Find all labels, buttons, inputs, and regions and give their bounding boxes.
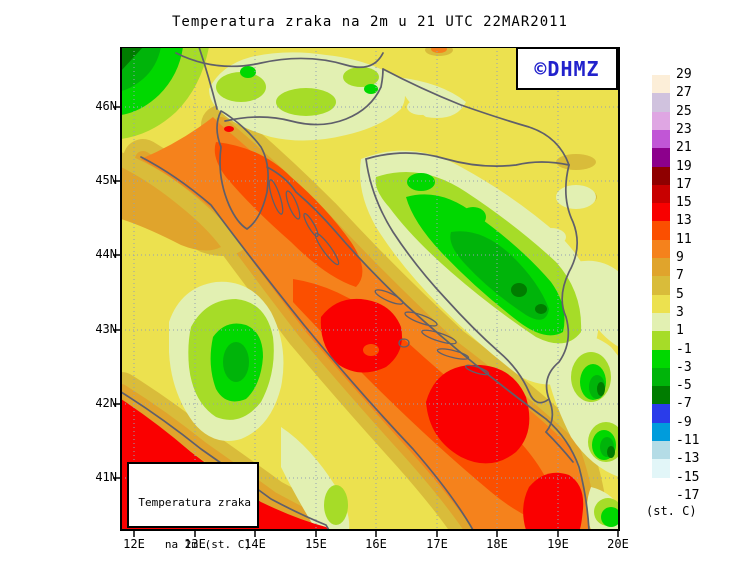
colorbar-label: 5 xyxy=(676,286,684,302)
colorbar-box xyxy=(652,312,670,332)
x-tick-label: 13E xyxy=(184,537,206,551)
colorbar-box xyxy=(652,404,670,424)
colorbar-label: -9 xyxy=(676,414,692,430)
colorbar-label: 3 xyxy=(676,304,684,320)
colorbar-label: 23 xyxy=(676,121,692,137)
colorbar-box xyxy=(652,294,670,314)
plot-frame xyxy=(120,47,620,531)
colorbar-label: 29 xyxy=(676,67,692,82)
colorbar-label: 27 xyxy=(676,85,692,101)
x-tick-label: 17E xyxy=(426,537,448,551)
x-tick-label: 18E xyxy=(486,537,508,551)
colorbar-label: -5 xyxy=(676,378,692,394)
colorbar-label: -17 xyxy=(676,487,700,503)
y-tick-label: 41N xyxy=(95,470,117,484)
colorbar-box xyxy=(652,349,670,369)
y-tick-label: 42N xyxy=(95,396,117,410)
colorbar-label: -7 xyxy=(676,396,692,412)
y-tick-label: 46N xyxy=(95,99,117,113)
x-tick-label: 16E xyxy=(365,537,387,551)
colorbar-label: 11 xyxy=(676,231,692,247)
colorbar-unit-label: (st. C) xyxy=(646,503,697,518)
colorbar-label: -3 xyxy=(676,359,692,375)
x-tick-label: 20E xyxy=(607,537,629,551)
colorbar-box xyxy=(652,203,670,223)
colorbar-box xyxy=(652,75,670,94)
info-line: start 00z21mar2011 xyxy=(129,580,251,582)
y-tick-label: 44N xyxy=(95,247,117,261)
colorbar-box xyxy=(652,93,670,113)
colorbar-label: 13 xyxy=(676,213,692,229)
info-line: na 2m (st. C) xyxy=(164,538,251,551)
dhmz-logo-text: ©DHMZ xyxy=(534,56,600,81)
colorbar-label: 15 xyxy=(676,195,692,211)
colorbar-box xyxy=(652,441,670,460)
cold-regions xyxy=(121,47,619,530)
colorbar-label: 19 xyxy=(676,158,692,174)
colorbar-label: 9 xyxy=(676,250,684,265)
axis-ticks xyxy=(113,106,619,537)
colorbar-box xyxy=(652,239,670,259)
colorbar-label: 1 xyxy=(676,323,684,339)
run-info-box: Temperatura zraka na 2m (st. C) start 00… xyxy=(127,462,259,582)
x-tick-label: 14E xyxy=(244,537,266,551)
colorbar-box xyxy=(652,221,670,241)
info-line: Temperatura zraka xyxy=(138,496,251,509)
x-tick-label: 12E xyxy=(123,537,145,551)
colorbar-label: 21 xyxy=(676,140,692,156)
temperature-field xyxy=(121,47,619,530)
y-tick-label: 43N xyxy=(95,322,117,336)
colorbar-label: 25 xyxy=(676,103,692,119)
colorbar-box xyxy=(652,276,670,296)
colorbar-box xyxy=(652,331,670,351)
colorbar-box xyxy=(652,367,670,387)
grid-lines xyxy=(121,47,619,530)
y-tick-label: 45N xyxy=(95,173,117,187)
colorbar-label: -13 xyxy=(676,451,700,467)
colorbar-box xyxy=(652,258,670,277)
colorbar-label: -1 xyxy=(676,341,692,357)
colorbar-box xyxy=(652,129,670,149)
colorbar-box xyxy=(652,459,670,479)
colorbar-label: -15 xyxy=(676,469,700,485)
x-tick-label: 19E xyxy=(547,537,569,551)
colorbar-box xyxy=(652,111,670,131)
colorbar-box xyxy=(652,386,670,406)
colorbar-label: 7 xyxy=(676,268,684,284)
colorbar-label: -11 xyxy=(676,433,700,448)
colorbar-box xyxy=(652,184,670,204)
colorbar-box xyxy=(652,477,670,497)
x-tick-label: 15E xyxy=(305,537,327,551)
dhmz-logo-box: ©DHMZ xyxy=(516,47,618,90)
colorbar-box xyxy=(652,422,670,442)
colorbar-box xyxy=(652,166,670,186)
colorbar-box xyxy=(652,148,670,168)
colorbar-label: 17 xyxy=(676,176,692,192)
plot-title: Temperatura zraka na 2m u 21 UTC 22MAR20… xyxy=(171,14,568,30)
